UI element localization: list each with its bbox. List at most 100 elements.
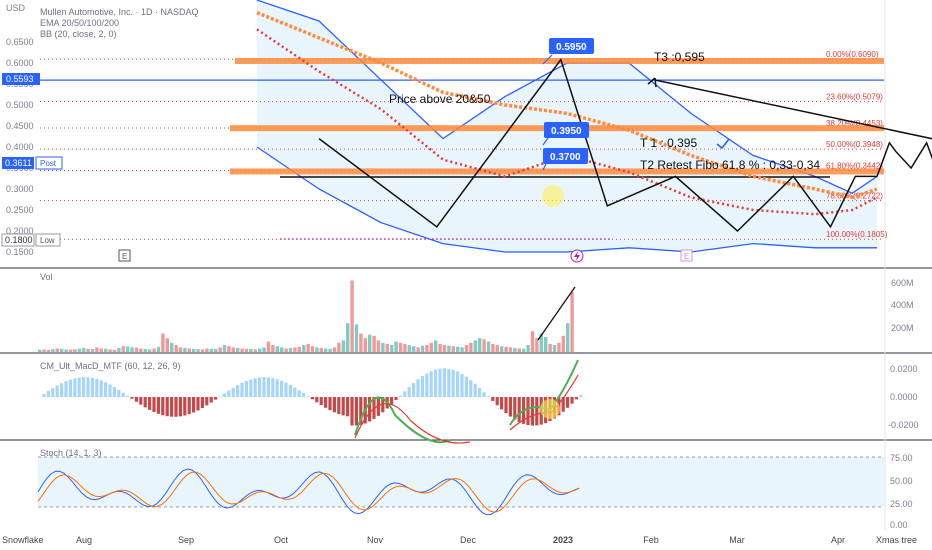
volume-bar — [253, 349, 257, 352]
volume-bar — [535, 338, 539, 352]
stoch-tick-25: 25.00 — [890, 499, 913, 509]
macd-bar — [60, 383, 64, 397]
macd-line — [354, 396, 451, 444]
macd-panel[interactable] — [42, 359, 583, 444]
price-panel[interactable]: 0.00%(0.6090) 23.60%(0.5079) 38.20%(0.4453… — [6, 0, 932, 257]
stoch-tick-0: 0.00 — [890, 520, 908, 530]
dividend-flash-icon[interactable] — [570, 249, 584, 263]
volume-label: Vol — [40, 272, 53, 282]
stoch-k-line — [37, 468, 580, 516]
volume-bar — [293, 347, 297, 352]
volume-bar — [170, 342, 174, 352]
volume-panel[interactable] — [38, 280, 576, 352]
macd-bar — [288, 384, 292, 397]
volume-bar — [236, 347, 240, 352]
macd-tick-zero: 0.0000 — [890, 392, 918, 402]
macd-bar — [99, 380, 103, 397]
macd-bar — [73, 378, 77, 397]
volume-bar — [350, 280, 354, 352]
vol-tick-200m: 200M — [891, 323, 914, 333]
volume-bar — [222, 345, 227, 352]
volume-bar — [60, 348, 64, 352]
volume-bar — [346, 323, 350, 352]
svg-text:E: E — [122, 252, 127, 261]
volume-bar — [398, 342, 403, 352]
macd-bar — [42, 393, 46, 397]
price-tick: 0.5000 — [6, 100, 34, 110]
macd-bar — [244, 380, 248, 397]
volume-bar — [407, 345, 411, 352]
macd-bar — [95, 378, 99, 397]
volume-bar — [64, 349, 68, 352]
macd-bar — [579, 394, 583, 397]
macd-bar — [566, 397, 570, 408]
svg-text:E: E — [684, 252, 689, 261]
volume-bar — [271, 345, 275, 352]
volume-bar — [99, 348, 103, 352]
callout-t1-value: 0.3950 — [551, 126, 582, 137]
volume-bar — [174, 345, 178, 352]
macd-bar — [574, 397, 578, 400]
stoch-label: Stoch (14, 1, 3) — [40, 448, 102, 458]
macd-bar — [152, 397, 156, 412]
macd-bar — [240, 382, 244, 397]
volume-bar — [324, 348, 328, 352]
macd-label: CM_Ult_MacD_MTF (60, 12, 26, 9) — [40, 361, 181, 371]
bb-lower-line — [256, 146, 877, 253]
volume-bar — [38, 349, 42, 352]
price-axis: 0.65000.60000.55000.50000.45000.40000.35… — [6, 37, 34, 257]
volume-bar — [416, 347, 420, 352]
volume-bar — [231, 347, 235, 352]
volume-bar — [456, 346, 460, 352]
current-price-value: 0.5593 — [6, 74, 34, 84]
macd-bar — [222, 393, 226, 397]
volume-bar — [51, 349, 55, 352]
fib-label: 61.80%(0.3442) — [826, 161, 883, 170]
volume-bar — [513, 347, 517, 352]
macd-bar — [416, 379, 420, 397]
volume-bar — [354, 324, 359, 352]
earnings-icon-2[interactable]: E — [680, 249, 693, 262]
volume-bar — [196, 349, 200, 352]
macd-bar — [126, 395, 130, 397]
volume-bar — [143, 349, 147, 352]
macd-bar — [112, 387, 116, 397]
macd-bar — [156, 397, 160, 414]
volume-bar — [284, 348, 288, 352]
volume-bar — [240, 348, 244, 352]
macd-bar — [346, 397, 350, 417]
macd-bar — [447, 368, 451, 397]
macd-bar — [359, 397, 363, 425]
macd-bar — [293, 387, 297, 397]
price-tick: 0.2500 — [6, 205, 34, 215]
volume-bar — [148, 349, 152, 352]
volume-bar — [495, 345, 499, 352]
macd-bar — [121, 392, 125, 397]
ema-legend[interactable]: EMA 20/50/100/200 — [40, 18, 119, 28]
volume-bar — [376, 340, 381, 352]
earnings-icon-1[interactable]: E — [118, 249, 131, 262]
macd-bar — [350, 397, 354, 426]
volume-bar — [434, 340, 438, 352]
volume-bar — [275, 346, 279, 352]
volume-bar — [478, 338, 482, 352]
macd-bar — [570, 397, 574, 404]
projection-arrowhead — [647, 77, 657, 88]
macd-bar — [214, 397, 218, 400]
macd-bar — [165, 397, 169, 417]
volume-bar — [161, 333, 165, 352]
fib-label: 100.00%(0.1805) — [826, 230, 888, 239]
price-note: Price above 20&50 — [389, 92, 491, 106]
stoch-panel[interactable] — [37, 456, 884, 516]
time-tick-label: Aug — [76, 535, 92, 545]
macd-tick-high: 0.0200 — [890, 364, 918, 374]
callout-t1: 0.3950 — [542, 122, 589, 146]
volume-bar — [363, 338, 367, 352]
macd-bar — [148, 397, 152, 410]
time-tick-label: Dec — [460, 535, 477, 545]
volume-bar — [209, 348, 213, 352]
macd-bar — [390, 397, 394, 405]
bb-legend[interactable]: BB (20, close, 2, 0) — [40, 29, 117, 39]
time-axis[interactable]: Aug Sep Oct Nov Dec 2023 Feb Mar Apr — [76, 535, 845, 545]
volume-bar — [139, 348, 143, 352]
